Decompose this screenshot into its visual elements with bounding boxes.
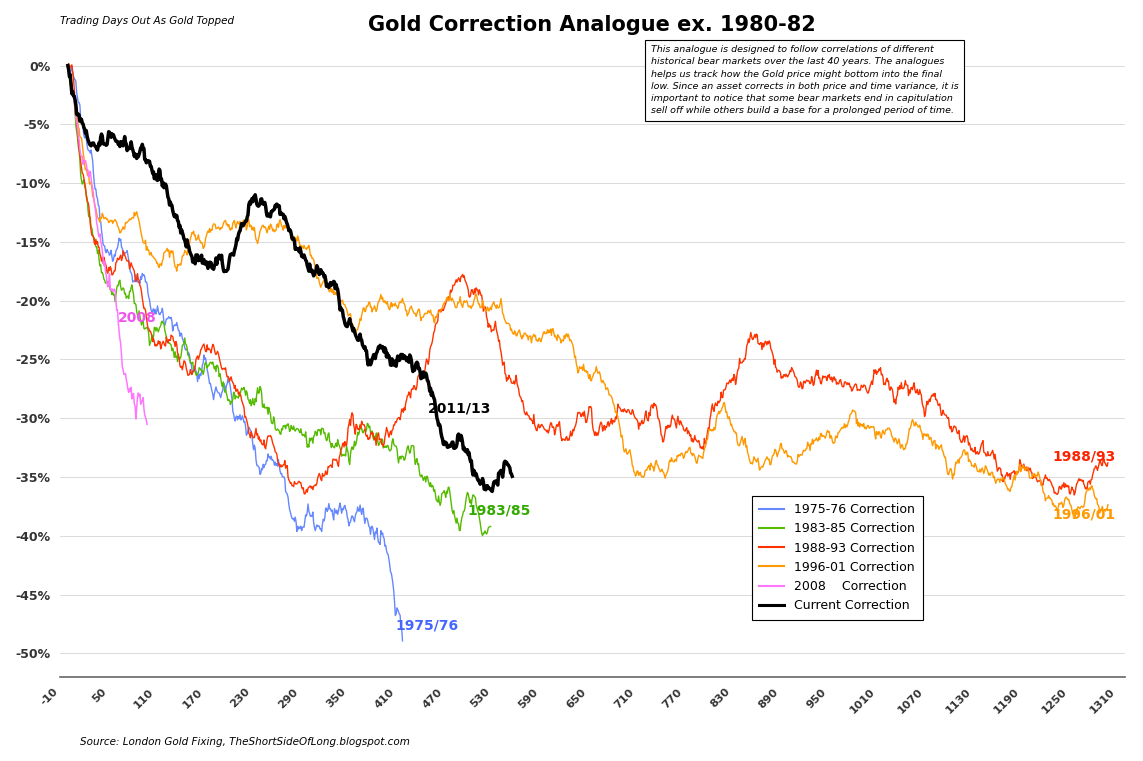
Text: 2008: 2008 xyxy=(118,310,157,325)
Legend: 1975-76 Correction, 1983-85 Correction, 1988-93 Correction, 1996-01 Correction, : 1975-76 Correction, 1983-85 Correction, … xyxy=(752,495,922,619)
Text: 1983/85: 1983/85 xyxy=(467,504,530,517)
Text: 1996/01: 1996/01 xyxy=(1053,508,1116,521)
Title: Gold Correction Analogue ex. 1980-82: Gold Correction Analogue ex. 1980-82 xyxy=(368,15,816,35)
Text: Source: London Gold Fixing, TheShortSideOfLong.blogspot.com: Source: London Gold Fixing, TheShortSide… xyxy=(80,737,410,747)
Text: 2011/13: 2011/13 xyxy=(429,401,491,415)
Text: 1988/93: 1988/93 xyxy=(1053,450,1116,463)
Text: Trading Days Out As Gold Topped: Trading Days Out As Gold Topped xyxy=(59,16,234,26)
Text: 1975/76: 1975/76 xyxy=(395,618,458,632)
Text: This analogue is designed to follow correlations of different
historical bear ma: This analogue is designed to follow corr… xyxy=(650,46,959,115)
